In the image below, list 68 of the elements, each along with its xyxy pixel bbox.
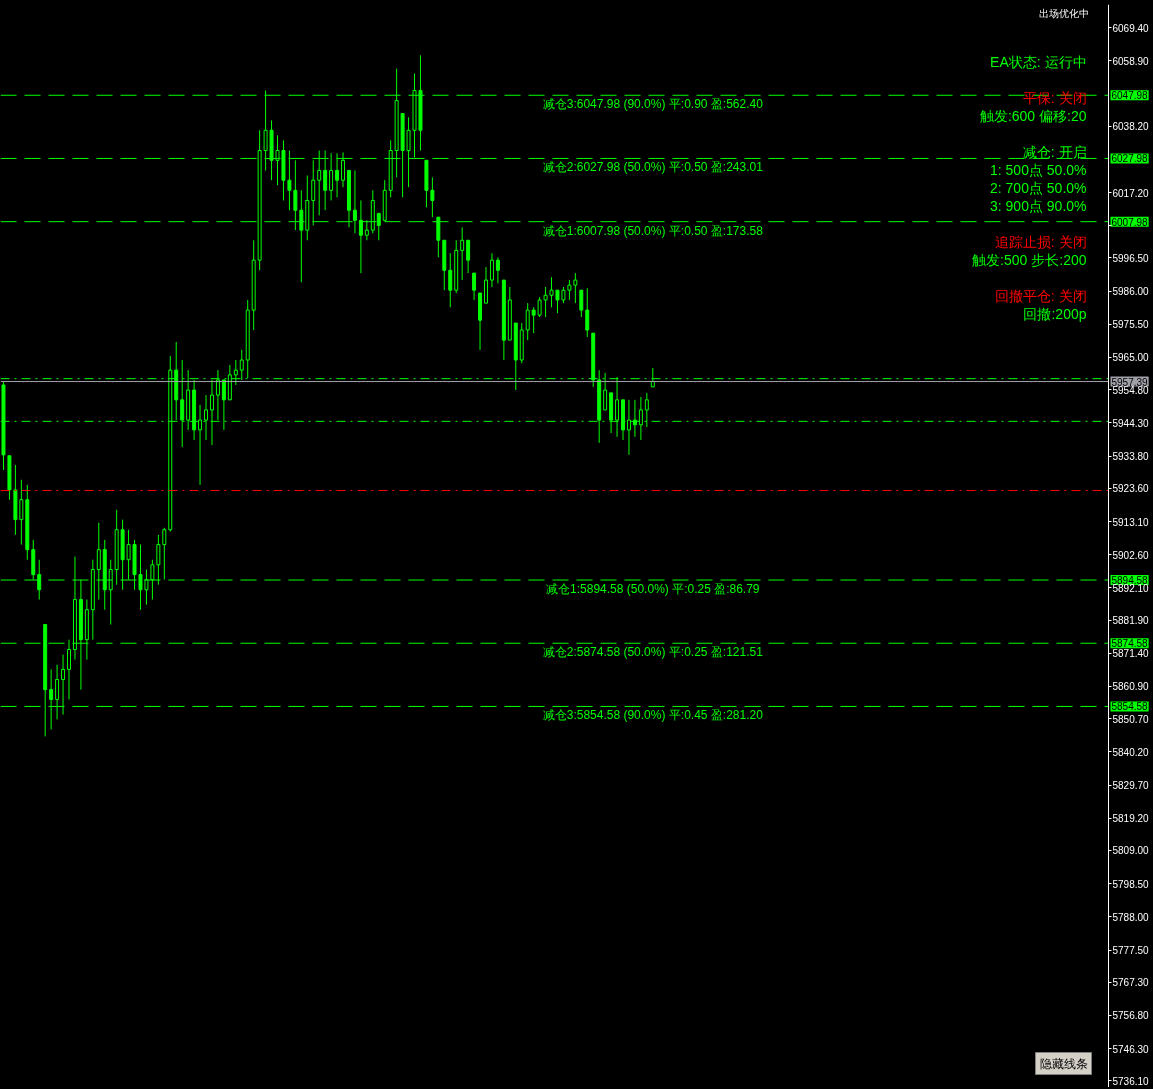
text: 6027.98 [1111,153,1149,165]
annotation: 回撤:200p [1023,305,1087,322]
ref-line-label: 减仓1:5894.58 (50.0%) 平:0.25 盈:86.79 [546,582,760,597]
candlestick [567,279,572,301]
y-tick-label: 5996.50 [1112,252,1150,264]
y-tick-label: 5965.00 [1112,352,1150,364]
text: 6007.98 [1111,216,1149,228]
text: 5957.39 [1111,376,1149,388]
annotation: 触发:500 步长:200 [972,251,1087,268]
annotation: 1: 500点 50.0% [989,161,1087,178]
candlestick [448,252,453,308]
y-tick-label: 5860.90 [1112,681,1150,693]
y-tick-label: 5756.80 [1112,1010,1150,1022]
ref-line-label: 减仓2:5874.58 (50.0%) 平:0.25 盈:121.51 [542,645,764,660]
candlestick [162,527,167,581]
y-tick-label: 5788.00 [1112,911,1150,923]
annotation: 减仓: 开启 [1022,143,1087,160]
candlestick [489,252,494,288]
y-tick-label: 5767.30 [1112,977,1150,989]
y-tick-label: 5777.50 [1112,945,1150,957]
y-tick-label: 5819.20 [1112,813,1150,825]
y-tick-label: 5944.30 [1112,417,1150,429]
y-tick-label: 5923.60 [1112,483,1150,495]
candlestick [67,639,71,700]
y-tick-label: 5850.70 [1112,713,1150,725]
y-tick-label: 6058.90 [1112,55,1150,67]
y-tick-label: 6017.20 [1112,187,1150,199]
y-tick-label: 5975.50 [1112,319,1150,331]
candlestick [472,272,477,301]
text: 5874.58 [1111,638,1149,650]
ref-line-label: 减仓3:6047.98 (90.0%) 平:0.90 盈:562.40 [542,97,764,112]
y-tick-label: 5840.20 [1112,746,1150,758]
candlestick [460,226,465,281]
annotation: 触发:600 偏移:20 [979,107,1087,124]
candlestick [573,272,578,304]
candlestick [543,286,548,318]
text: 5854.58 [1111,701,1149,713]
y-tick-label: 5902.60 [1112,549,1150,561]
annotation: EA状态: 运行中 [990,53,1087,70]
y-tick-label: 5746.30 [1112,1043,1150,1055]
ref-line-label: 减仓3:5854.58 (90.0%) 平:0.45 盈:281.20 [542,708,764,723]
y-tick-label: 5881.90 [1112,615,1150,627]
annotation: 隐藏线条 [1039,1056,1088,1071]
candlestick [466,239,471,274]
candlestick [495,256,500,284]
y-tick-label: 5809.00 [1112,845,1150,857]
annotation: 追踪止损: 关闭 [994,233,1087,250]
y-tick-label: 5798.50 [1112,878,1150,890]
y-tick-label: 5933.80 [1112,451,1150,463]
y-tick-label: 5871.40 [1112,648,1150,660]
annotation: 2: 700点 50.0% [989,179,1087,196]
y-tick-label: 5986.00 [1112,286,1150,298]
y-tick-label: 5913.10 [1112,516,1150,528]
candlestick [430,176,435,218]
y-tick-label: 5736.10 [1112,1075,1150,1087]
annotation: 出场优化中 [1038,8,1089,19]
annotation: 3: 900点 90.0% [989,197,1087,214]
candlestick [579,289,584,318]
ref-line-label: 减仓1:6007.98 (50.0%) 平:0.50 盈:173.58 [542,223,764,238]
y-tick-label: 6069.40 [1112,22,1150,34]
annotation: 回撤平仓: 关闭 [994,287,1087,304]
candlestick [585,287,590,338]
candlestick [484,266,488,304]
y-tick-label: 5829.70 [1112,780,1150,792]
candlestick [525,302,530,341]
y-tick-label: 6038.20 [1112,121,1150,133]
text: 6047.98 [1111,90,1149,102]
ref-line-label: 减仓2:6027.98 (50.0%) 平:0.50 盈:243.01 [542,160,764,175]
